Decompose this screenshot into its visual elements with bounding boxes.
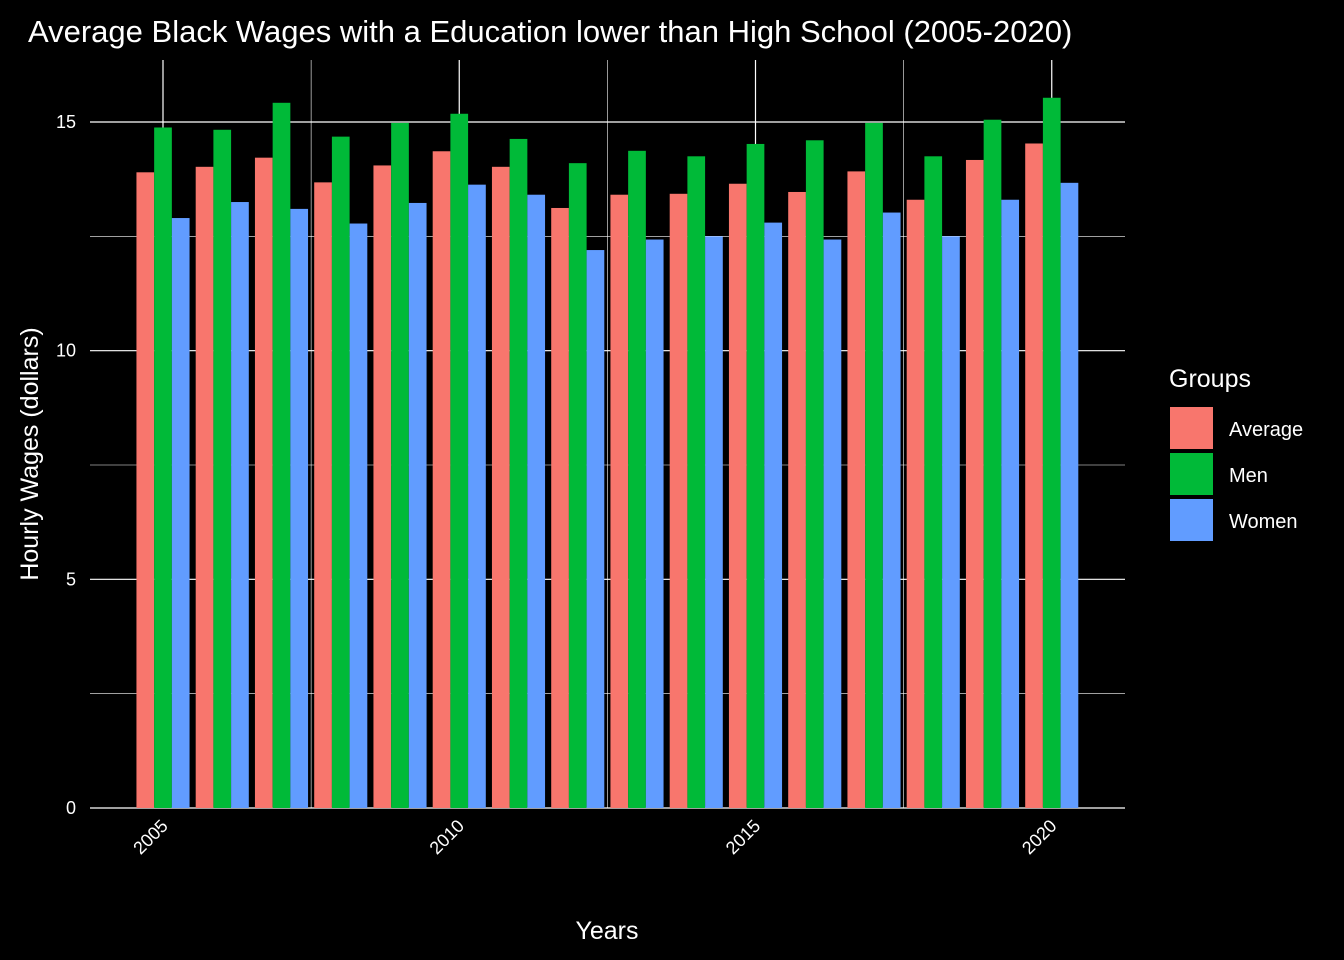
y-tick-label: 15 [56,112,76,132]
y-axis-title: Hourly Wages (dollars) [16,327,44,580]
bar-average-2006 [195,166,214,808]
bar-women-2010 [468,184,486,808]
bar-men-2020 [1042,97,1061,808]
bar-average-2012 [551,207,569,809]
bar-women-2020 [1060,182,1079,809]
bar-women-2012 [586,250,605,808]
x-axis-ticks: 2005 2010 2015 2020 [129,816,1060,858]
bar-men-2007 [272,102,291,809]
bar-women-2017 [882,212,901,808]
y-tick-label: 5 [66,569,76,589]
bar-men-2005 [154,127,172,809]
bar-men-2012 [568,163,587,808]
bar-men-2019 [983,119,1002,809]
bar-women-2015 [764,222,783,808]
bar-women-2005 [171,218,190,809]
bar-men-2016 [805,140,824,808]
bar-average-2018 [906,199,925,808]
x-axis-title: Years [575,917,638,945]
bar-women-2009 [408,202,427,808]
bar-men-2013 [628,150,646,808]
bar-average-2009 [373,165,392,809]
bar-average-2014 [669,193,688,808]
bar-men-2011 [509,138,528,808]
bars [136,97,1079,809]
x-tick-label: 2020 [1018,816,1060,858]
x-tick-label: 2005 [129,816,171,858]
bar-average-2016 [788,191,806,809]
legend-label-average: Average [1229,419,1303,441]
chart-title: Average Black Wages with a Education low… [28,14,1072,49]
bar-men-2006 [213,129,232,809]
bar-average-2019 [965,159,984,808]
y-axis-ticks: 0 5 10 15 [56,112,76,818]
x-tick-label: 2010 [426,816,468,858]
legend-label-men: Men [1229,465,1268,487]
y-tick-label: 10 [56,341,76,361]
bar-men-2009 [391,122,409,808]
legend-label-women: Women [1229,511,1298,533]
bar-women-2018 [942,236,960,809]
bar-men-2017 [865,122,883,808]
y-tick-label: 0 [66,798,76,818]
bar-women-2019 [1001,199,1020,808]
x-tick-label: 2015 [722,816,764,858]
bar-average-2013 [610,194,629,808]
bar-men-2014 [687,156,706,809]
bar-average-2007 [254,157,273,808]
bar-women-2013 [645,239,664,808]
legend-key-women [1170,499,1213,541]
bar-average-2015 [728,183,747,809]
bar-men-2015 [746,143,765,808]
bar-women-2016 [823,239,842,808]
bar-men-2018 [924,156,943,809]
bar-men-2010 [450,113,469,808]
bar-average-2017 [847,171,866,809]
bar-average-2020 [1025,143,1043,809]
legend-key-men [1170,453,1213,495]
bar-women-2008 [349,223,368,808]
bar-women-2011 [527,194,546,808]
legend: Groups Average Men Women [1169,365,1303,541]
legend-title: Groups [1169,365,1251,393]
bar-average-2010 [432,151,451,808]
bar-men-2008 [331,136,350,809]
bar-women-2007 [290,208,309,809]
bar-women-2014 [705,236,723,809]
bar-average-2008 [314,182,332,809]
bar-women-2006 [231,202,249,809]
bar-average-2011 [491,166,510,808]
bar-average-2005 [136,172,155,809]
legend-key-average [1170,407,1213,449]
